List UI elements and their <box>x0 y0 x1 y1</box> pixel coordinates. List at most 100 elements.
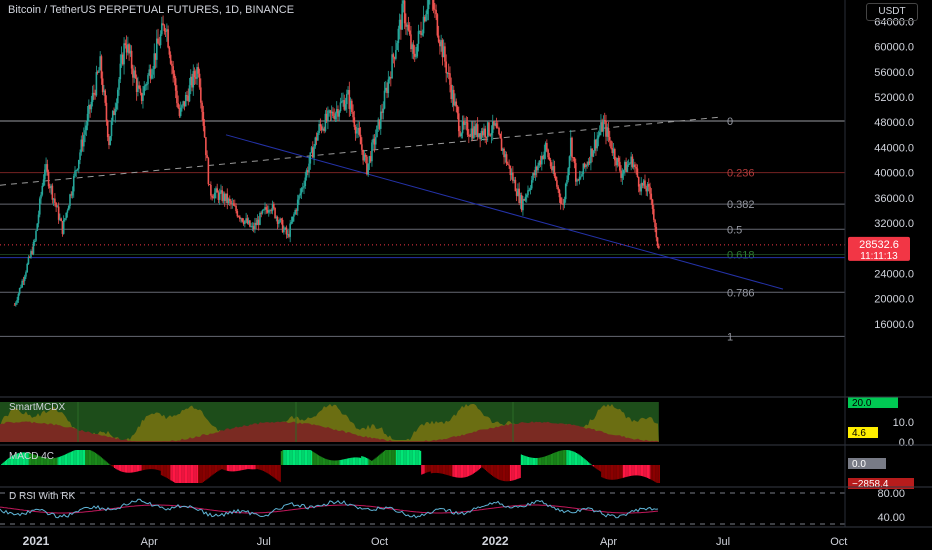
candle-body <box>447 73 450 74</box>
candle-body <box>225 193 227 201</box>
rsi-tick: 80.00 <box>877 488 905 500</box>
macd-bar <box>596 465 598 470</box>
candle-body <box>143 86 146 96</box>
candle-body <box>334 113 337 120</box>
smartmcdx-label[interactable]: SmartMCDX <box>9 402 66 413</box>
candle-body <box>194 77 197 79</box>
candle-body <box>390 77 392 79</box>
macd-label[interactable]: MACD 4C <box>9 451 55 462</box>
candle-body <box>349 100 352 109</box>
macd-bar <box>414 450 416 465</box>
macd-bar <box>114 465 116 469</box>
macd-bar <box>200 465 202 483</box>
candle-body <box>298 195 300 200</box>
candle-body <box>524 196 527 201</box>
macd-bar <box>241 465 243 471</box>
rsi-label[interactable]: D RSI With RK <box>9 491 76 502</box>
rsi-pane[interactable]: 80.00 40.00 <box>0 488 905 525</box>
macd-bar <box>440 465 442 474</box>
candle-body <box>571 137 573 158</box>
macd-pane[interactable]: 0.0 −2858.4 <box>1 450 914 490</box>
candle-body <box>557 186 559 190</box>
macd-bar <box>535 458 537 465</box>
candle-body <box>17 293 20 301</box>
candle-body <box>408 30 411 35</box>
macd-bar <box>511 465 513 481</box>
macd-bar <box>492 465 494 476</box>
candle-body <box>564 183 567 200</box>
candle-body <box>612 149 615 154</box>
macd-bar <box>264 465 266 472</box>
macd-bar <box>109 464 111 465</box>
macd-bar <box>315 453 317 465</box>
macd-bar <box>380 453 382 465</box>
candle-body <box>103 90 105 93</box>
candle-body <box>291 216 294 222</box>
candle-body <box>189 76 192 86</box>
candle-body <box>122 54 124 65</box>
macd-bar <box>442 465 444 474</box>
candle-body <box>601 122 604 132</box>
candle-body <box>422 16 425 34</box>
candle-body <box>127 44 129 53</box>
price-tick-label: 52000.0 <box>874 92 914 104</box>
macd-bar <box>636 465 638 476</box>
macd-bar <box>439 465 441 474</box>
candle-body <box>309 152 312 164</box>
candle-body <box>402 0 405 4</box>
macd-bar <box>658 465 660 483</box>
macd-bar <box>604 465 606 479</box>
macd-bar <box>368 459 370 465</box>
macd-bar <box>519 465 521 478</box>
candle-body <box>513 179 515 181</box>
macd-bar <box>561 450 563 465</box>
macd-bar <box>188 465 190 483</box>
macd-bar <box>421 465 423 475</box>
candle-body <box>271 203 274 212</box>
macd-bar <box>307 450 309 465</box>
candle-body <box>634 164 636 168</box>
candle-body <box>251 226 254 227</box>
candle-body <box>622 170 625 174</box>
macd-bar <box>338 460 340 465</box>
price-tick-label: 68000.0 <box>874 0 914 3</box>
macd-bar <box>67 453 69 465</box>
macd-bar <box>373 459 375 465</box>
macd-bar <box>148 465 150 470</box>
macd-bar <box>313 452 315 465</box>
macd-bar <box>33 454 35 465</box>
candle-body <box>235 205 237 212</box>
candle-body <box>315 137 318 141</box>
macd-bar <box>537 457 539 465</box>
macd-bar <box>418 450 420 465</box>
fib-level-label: 0.382 <box>727 199 755 211</box>
macd-bar <box>327 459 329 465</box>
candle-body <box>66 210 69 213</box>
currency-button[interactable]: USDT <box>866 3 918 21</box>
smartmcdx-pane[interactable]: 10.0 0.0 20.0 4.6 <box>0 397 914 449</box>
candle-body <box>411 44 414 50</box>
candle-body <box>226 193 229 203</box>
candle-body <box>188 85 191 102</box>
candle-body <box>559 197 562 204</box>
macd-bar <box>477 465 479 471</box>
candle-body <box>463 120 465 125</box>
macd-bar <box>10 456 12 465</box>
macd-bar <box>237 465 239 471</box>
candle-body <box>86 113 89 126</box>
macd-bar <box>223 465 225 470</box>
macd-bar <box>361 456 363 465</box>
macd-bar <box>184 465 186 483</box>
macd-bar <box>135 465 137 472</box>
macd-bar <box>252 465 254 470</box>
macd-bar <box>638 465 640 476</box>
candle-body <box>101 78 104 93</box>
macd-bar <box>564 450 566 465</box>
macd-bar <box>402 450 404 465</box>
macd-bar <box>526 456 528 465</box>
time-tick-label: 2022 <box>482 534 509 548</box>
candle-body <box>476 124 479 137</box>
candle-body <box>465 122 468 124</box>
candle-body <box>81 139 84 147</box>
candle-body <box>25 272 27 277</box>
